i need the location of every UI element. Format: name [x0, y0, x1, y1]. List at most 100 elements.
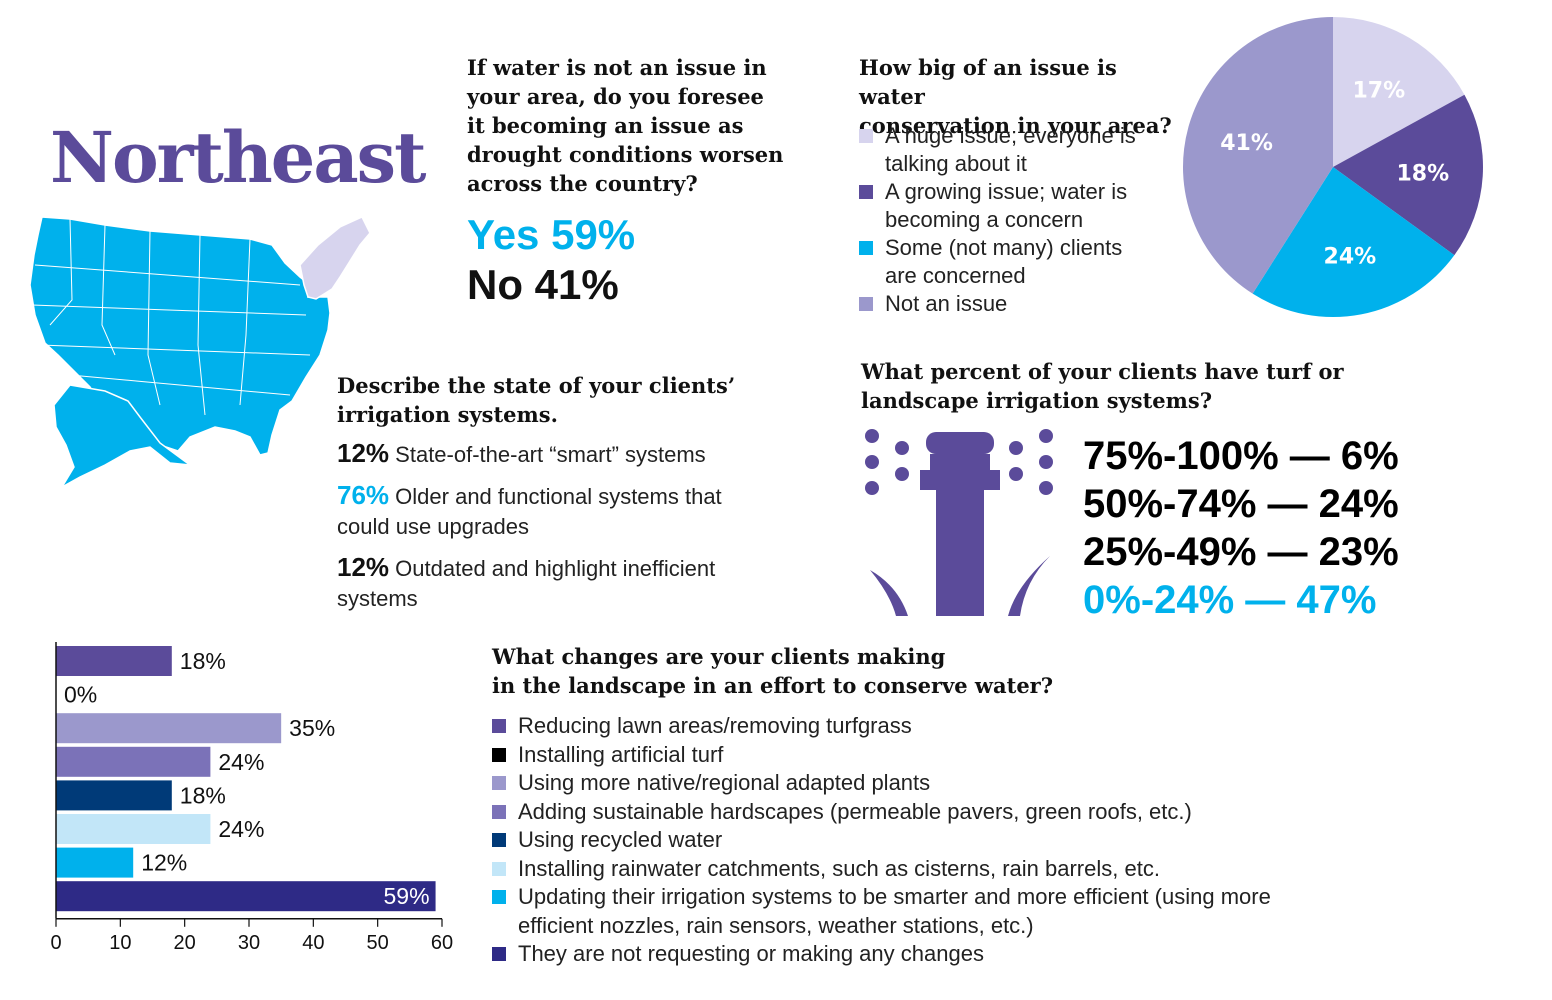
sprinkler-icon: [865, 429, 1053, 616]
changes-question: What changes are your clients making in …: [492, 642, 1092, 700]
irrigation-pct: 76%: [337, 480, 390, 510]
pie-slice: [1252, 167, 1455, 318]
irrigation-question-line: Describe the state of your clients’: [337, 373, 736, 398]
issue-legend: A huge issue; everyone is talking about i…: [859, 122, 1179, 318]
changes-legend-item: Updating their irrigation systems to be …: [492, 883, 1392, 940]
future-question-line: drought conditions worsen: [467, 142, 784, 167]
irrigation-question-line: irrigation systems.: [337, 402, 558, 427]
legend-label: A growing issue; water is: [885, 179, 1128, 204]
legend-swatch: [492, 861, 506, 876]
x-tick-label: 10: [109, 932, 131, 954]
issue-legend-item: Some (not many) clients are concerned: [859, 234, 1179, 290]
changes-legend-item: Using more native/regional adapted plant…: [492, 769, 1392, 798]
future-question-line: If water is not an issue in: [467, 55, 767, 80]
legend-label: efficient nozzles, rain sensors, weather…: [518, 912, 1034, 938]
changes-legend-item: Reducing lawn areas/removing turfgrass: [492, 712, 1392, 741]
future-yes: Yes 59%: [467, 211, 636, 258]
irrigation-text: Older and functional systems that: [395, 484, 722, 509]
future-question-line: across the country?: [467, 171, 698, 196]
turf-row: 75%-100% — 6%: [1083, 434, 1399, 478]
irrigation-pct: 12%: [337, 438, 390, 468]
irrigation-item: 12% Outdated and highlight inefficient s…: [337, 552, 787, 614]
legend-label: A huge issue; everyone is: [885, 123, 1136, 148]
bar: [56, 780, 172, 811]
changes-question-line: in the landscape in an effort to conserv…: [492, 673, 1054, 698]
legend-label: Updating their irrigation systems to be …: [518, 884, 1271, 909]
legend-label: Some (not many) clients: [885, 235, 1123, 260]
pie-slice: [1333, 17, 1465, 167]
legend-label: Installing rainwater catchments, such as…: [518, 855, 1160, 881]
bar-value-label: 18%: [180, 648, 226, 674]
x-tick-label: 0: [50, 932, 61, 954]
bar-value-label: 12%: [141, 850, 187, 876]
issue-legend-item: Not an issue: [859, 290, 1179, 318]
bar: [56, 646, 172, 676]
changes-legend-item: Installing artificial turf: [492, 741, 1392, 770]
legend-swatch: [492, 747, 506, 762]
turf-question: What percent of your clients have turf o…: [861, 357, 1361, 415]
irrigation-text: systems: [337, 586, 418, 611]
legend-label: Using more native/regional adapted plant…: [518, 770, 931, 795]
bar-value-label: 18%: [180, 782, 226, 808]
legend-label: Not an issue: [885, 291, 1008, 316]
bar: [56, 814, 211, 844]
pie-slice: [1333, 94, 1483, 256]
x-tick-label: 60: [431, 932, 453, 954]
bar-value-label: 24%: [218, 749, 264, 775]
map-state-lines: [31, 218, 311, 416]
us-map-icon: [29, 216, 371, 490]
legend-swatch: [492, 890, 506, 904]
changes-bar-chart: 18% 0% 35% 24% 18% 24% 12% 59% 0 10 20 30 40 50 60: [50, 642, 453, 954]
irrigation-text: Outdated and highlight inefficient: [395, 556, 716, 581]
map-alaska: [53, 384, 193, 490]
turf-row: 0%-24% — 47%: [1083, 578, 1377, 622]
pie-slice: [1183, 17, 1333, 294]
legend-label: are concerned: [885, 263, 1026, 288]
irrigation-text: State-of-the-art “smart” systems: [395, 442, 706, 467]
future-question-line: it becoming an issue as: [467, 113, 744, 138]
issue-legend-item: A huge issue; everyone is talking about i…: [859, 122, 1179, 178]
changes-legend-item: Installing rainwater catchments, such as…: [492, 855, 1392, 884]
future-no: No 41%: [467, 261, 619, 308]
legend-swatch: [859, 297, 873, 311]
issue-pie-chart: 17% 18% 24% 41%: [1183, 17, 1483, 318]
legend-swatch: [492, 804, 506, 819]
legend-label: Adding sustainable hardscapes (permeable…: [518, 798, 1192, 824]
turf-question-line: landscape irrigation systems?: [861, 388, 1213, 413]
bar: [56, 713, 282, 744]
legend-swatch: [492, 947, 506, 961]
x-tick-label: 40: [302, 932, 324, 954]
map-northeast: [299, 216, 371, 300]
turf-question-line: What percent of your clients have turf o…: [861, 359, 1344, 384]
changes-legend-item: Using recycled water: [492, 826, 1392, 855]
bar: [56, 746, 211, 777]
bar-value-label: 24%: [218, 816, 264, 842]
legend-swatch: [492, 719, 506, 733]
irrigation-pct: 12%: [337, 552, 390, 582]
future-question: If water is not an issue in your area, d…: [467, 53, 797, 198]
pie-slice-label: 41%: [1220, 131, 1273, 156]
legend-label: Using recycled water: [518, 827, 723, 852]
legend-swatch: [492, 776, 506, 790]
changes-legend-item: Adding sustainable hardscapes (permeable…: [492, 798, 1392, 827]
turf-row: 25%-49% — 23%: [1083, 530, 1399, 574]
legend-label: Installing artificial turf: [518, 741, 724, 767]
bar-value-label: 0%: [64, 682, 97, 708]
legend-label: talking about it: [885, 151, 1027, 176]
pie-slice-label: 18%: [1396, 162, 1449, 187]
legend-swatch: [492, 833, 506, 847]
legend-label: They are not requesting or making any ch…: [518, 941, 984, 966]
legend-label: Reducing lawn areas/removing turfgrass: [518, 713, 912, 738]
turf-list: 75%-100% — 6% 50%-74% — 24% 25%-49% — 23…: [1083, 432, 1399, 624]
legend-swatch: [859, 185, 873, 199]
legend-swatch: [859, 241, 873, 255]
legend-swatch: [859, 129, 873, 143]
bar-value-label: 59%: [384, 883, 430, 909]
issue-question-line: conservation in your area?: [859, 113, 1172, 138]
changes-legend: Reducing lawn areas/removing turfgrass I…: [492, 712, 1392, 969]
region-title: Northeast: [50, 116, 426, 199]
irrigation-item: 76% Older and functional systems that co…: [337, 480, 787, 542]
irrigation-item: 12% State-of-the-art “smart” systems: [337, 438, 787, 470]
issue-legend-item: A growing issue; water is becoming a conc…: [859, 178, 1179, 234]
irrigation-question: Describe the state of your clients’ irri…: [337, 371, 777, 429]
